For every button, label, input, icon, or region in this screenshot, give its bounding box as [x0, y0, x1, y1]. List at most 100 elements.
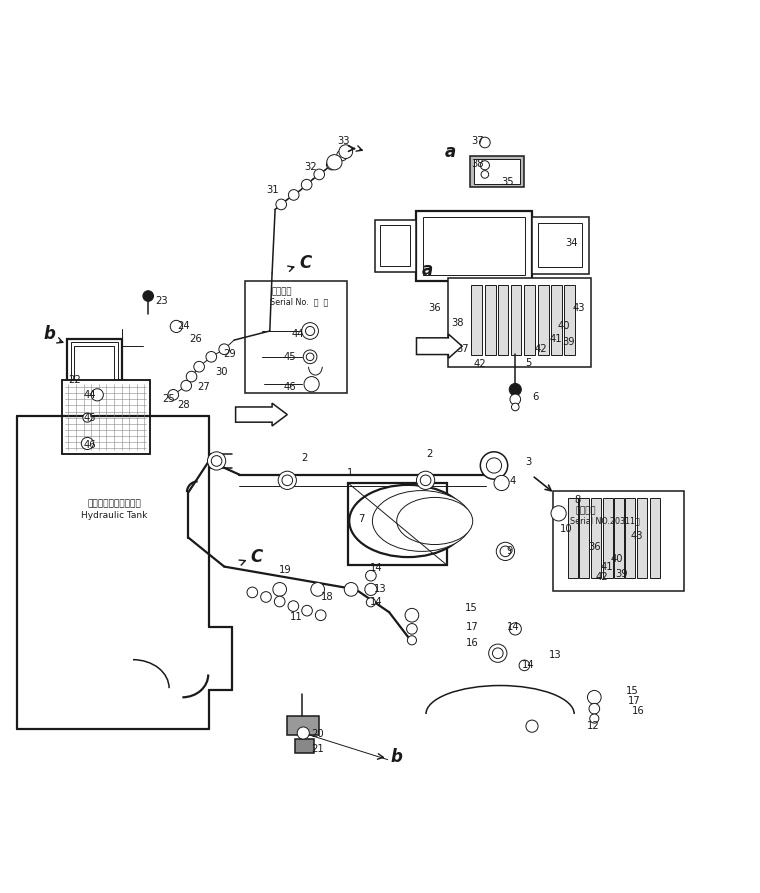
- Circle shape: [314, 169, 325, 179]
- Circle shape: [486, 458, 502, 473]
- Circle shape: [407, 623, 417, 634]
- Text: 29: 29: [223, 349, 236, 359]
- Circle shape: [494, 475, 509, 490]
- Circle shape: [337, 150, 347, 161]
- Circle shape: [276, 199, 287, 210]
- Bar: [348, 483, 447, 565]
- Text: 8: 8: [575, 495, 581, 505]
- Bar: [71, 342, 118, 394]
- Circle shape: [311, 582, 325, 597]
- Circle shape: [327, 159, 337, 170]
- Bar: [603, 498, 613, 578]
- Text: 7: 7: [358, 513, 364, 523]
- Circle shape: [282, 475, 293, 486]
- Bar: [380, 224, 410, 266]
- Text: Hydraulic Tank: Hydraulic Tank: [81, 511, 147, 520]
- Circle shape: [273, 582, 287, 597]
- Text: 28: 28: [178, 400, 190, 410]
- Bar: [524, 286, 535, 355]
- Text: 3: 3: [525, 456, 531, 467]
- Circle shape: [416, 472, 435, 489]
- Bar: [568, 498, 578, 578]
- Text: 30: 30: [216, 367, 228, 377]
- Text: 32: 32: [304, 162, 316, 171]
- Text: 22: 22: [68, 375, 81, 385]
- Circle shape: [261, 592, 271, 602]
- FancyArrow shape: [236, 403, 287, 426]
- Circle shape: [247, 587, 258, 597]
- Bar: [485, 286, 496, 355]
- Ellipse shape: [350, 485, 467, 557]
- Circle shape: [407, 636, 416, 645]
- Circle shape: [500, 546, 511, 556]
- Text: 13: 13: [549, 650, 561, 661]
- Text: C: C: [299, 254, 312, 271]
- Circle shape: [211, 455, 222, 466]
- Circle shape: [405, 608, 419, 622]
- Text: 13: 13: [374, 584, 386, 595]
- Text: 41: 41: [550, 334, 562, 344]
- Circle shape: [327, 154, 342, 170]
- Circle shape: [301, 179, 312, 190]
- Text: 39: 39: [616, 569, 628, 580]
- Ellipse shape: [372, 490, 471, 551]
- Circle shape: [181, 380, 192, 391]
- Text: 14: 14: [370, 563, 382, 573]
- Text: a: a: [422, 261, 432, 280]
- Text: 15: 15: [626, 686, 638, 697]
- Circle shape: [519, 660, 530, 671]
- Text: 4: 4: [510, 476, 516, 486]
- Circle shape: [420, 475, 431, 486]
- Text: 35: 35: [502, 177, 514, 187]
- Bar: [579, 498, 589, 578]
- Bar: [650, 498, 660, 578]
- Circle shape: [509, 383, 521, 396]
- Bar: [295, 739, 314, 753]
- Bar: [553, 490, 684, 591]
- Text: 42: 42: [596, 572, 608, 582]
- Circle shape: [206, 352, 217, 363]
- Text: 41: 41: [600, 562, 613, 572]
- Text: 25: 25: [163, 395, 175, 405]
- Circle shape: [489, 644, 507, 663]
- Circle shape: [551, 505, 566, 521]
- Bar: [625, 498, 635, 578]
- Text: 45: 45: [284, 352, 296, 362]
- Text: 44: 44: [84, 390, 96, 400]
- Circle shape: [83, 413, 92, 422]
- Text: 20: 20: [312, 729, 324, 739]
- Text: b: b: [391, 747, 403, 765]
- Text: 16: 16: [632, 706, 644, 716]
- Bar: [511, 286, 521, 355]
- Text: 11: 11: [290, 613, 302, 622]
- Text: 2: 2: [301, 453, 307, 463]
- Text: 33: 33: [337, 136, 350, 146]
- Circle shape: [492, 648, 503, 658]
- Circle shape: [303, 350, 317, 363]
- Bar: [614, 498, 624, 578]
- Text: 18: 18: [321, 592, 333, 602]
- Text: 36: 36: [588, 542, 600, 552]
- Circle shape: [288, 601, 299, 612]
- Circle shape: [219, 344, 230, 355]
- Text: Serial NO.20311～: Serial NO.20311～: [570, 516, 640, 525]
- Circle shape: [315, 610, 326, 621]
- Ellipse shape: [397, 497, 473, 545]
- Text: Serial No.  ・  ～: Serial No. ・ ～: [270, 297, 328, 306]
- Text: 31: 31: [266, 185, 278, 195]
- Bar: [448, 278, 591, 367]
- Bar: [416, 211, 532, 280]
- Circle shape: [510, 394, 521, 405]
- Bar: [564, 286, 575, 355]
- Circle shape: [481, 171, 489, 179]
- Bar: [423, 217, 525, 275]
- Bar: [375, 220, 416, 271]
- Circle shape: [306, 327, 315, 336]
- Circle shape: [306, 353, 314, 361]
- Circle shape: [289, 189, 299, 200]
- Bar: [62, 380, 150, 455]
- Bar: [591, 498, 601, 578]
- Bar: [551, 286, 562, 355]
- Text: 15: 15: [465, 603, 477, 613]
- Bar: [532, 217, 589, 274]
